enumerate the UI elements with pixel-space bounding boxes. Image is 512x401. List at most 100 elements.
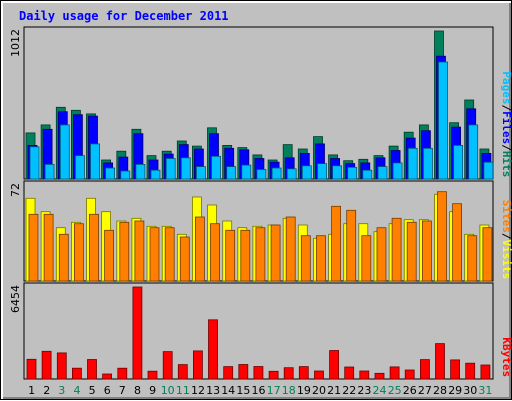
kbytes-bar	[253, 366, 264, 380]
kbytes-bar	[344, 366, 355, 380]
x-tick-label: 31	[478, 384, 492, 397]
sites-bar	[346, 209, 357, 282]
y-max-label: 1012	[9, 29, 22, 57]
pages-bar	[453, 144, 464, 180]
pages-bar	[347, 166, 358, 180]
kbytes-bar	[314, 370, 324, 380]
pages-bar	[271, 167, 282, 180]
legend-entry: Pages	[500, 71, 512, 104]
panel-background	[23, 282, 494, 380]
legend-entry: /	[500, 105, 512, 112]
pages-bar	[75, 155, 85, 180]
x-tick-label: 5	[89, 384, 96, 397]
kbytes-bar	[450, 359, 461, 380]
sites-bar	[179, 236, 190, 282]
x-tick-label: 7	[119, 384, 126, 397]
x-tick-label: 12	[191, 384, 205, 397]
pages-bar	[392, 162, 403, 180]
sites-bar	[104, 229, 114, 282]
sites-bar	[361, 235, 372, 282]
pages-bar	[29, 146, 40, 180]
pages-bar	[90, 143, 100, 180]
pages-bar	[150, 169, 161, 180]
sites-bar	[285, 216, 296, 282]
x-tick-label: 17	[267, 384, 281, 397]
kbytes-bar	[26, 358, 37, 380]
x-tick-label: 24	[373, 384, 387, 397]
kbytes-bar	[102, 373, 112, 380]
x-tick-label: 2	[43, 384, 50, 397]
kbytes-bar	[147, 370, 158, 380]
x-tick-label: 28	[433, 384, 447, 397]
pages-bar	[59, 124, 70, 180]
legend-entry: Files	[500, 111, 512, 144]
x-tick-label: 1	[28, 384, 35, 397]
sites-bar	[119, 221, 130, 282]
kbytes-bar	[404, 369, 415, 380]
x-tick-label: 11	[176, 384, 190, 397]
legend-entry: Visits	[500, 240, 512, 280]
pages-bar	[438, 61, 448, 180]
sites-bar	[225, 229, 236, 282]
pages-bar	[241, 164, 252, 180]
sites-bar	[331, 205, 342, 282]
x-tick-label: 10	[161, 384, 175, 397]
sites-bar	[134, 220, 145, 282]
sites-bar	[421, 220, 432, 282]
x-tick-label: 6	[104, 384, 111, 397]
sites-bar	[43, 213, 54, 282]
kbytes-bar	[298, 366, 309, 380]
x-tick-label: 9	[149, 384, 156, 397]
pages-bar	[377, 166, 388, 180]
x-tick-label: 8	[134, 384, 141, 397]
x-tick-label: 27	[418, 384, 432, 397]
kbytes-bar	[208, 319, 218, 380]
kbytes-bar	[132, 286, 143, 380]
sites-bar	[240, 229, 251, 282]
kbytes-bar	[480, 364, 491, 380]
x-tick-label: 20	[312, 384, 326, 397]
kbytes-bar	[268, 370, 279, 380]
pages-bar	[301, 165, 312, 180]
pages-bar	[226, 166, 237, 180]
x-tick-label: 16	[252, 384, 266, 397]
pages-bar	[407, 147, 418, 180]
legend-entry: Sites	[500, 200, 512, 233]
kbytes-bar	[419, 359, 430, 380]
sites-bar	[210, 223, 220, 282]
sites-bar	[194, 216, 205, 282]
kbytes-bar	[238, 364, 249, 380]
x-tick-label: 19	[297, 384, 311, 397]
kbytes-bar	[56, 352, 67, 380]
pages-bar	[120, 170, 131, 180]
pages-bar	[256, 169, 267, 180]
sites-bar	[58, 233, 69, 282]
sites-bar	[164, 227, 175, 282]
x-tick-label: 18	[282, 384, 296, 397]
kbytes-bar	[465, 362, 476, 380]
sites-bar	[149, 227, 160, 282]
x-tick-label: 14	[221, 384, 235, 397]
kbytes-bar	[87, 359, 97, 380]
x-tick-label: 26	[403, 384, 417, 397]
sites-bar	[316, 235, 326, 282]
x-tick-label: 23	[357, 384, 371, 397]
pages-bar	[317, 163, 327, 180]
pages-bar	[468, 124, 479, 180]
sites-bar	[437, 191, 447, 282]
sites-bar	[255, 227, 266, 282]
sites-bar	[391, 217, 402, 282]
pages-bar	[422, 147, 433, 180]
kbytes-bar	[192, 350, 203, 380]
kbytes-bar	[435, 343, 445, 380]
legend-visits-sites: Sites/Visits	[500, 200, 512, 279]
chart-title: Daily usage for December 2011	[19, 9, 229, 23]
legend-entry: KBytes	[500, 337, 512, 377]
sites-bar	[467, 235, 478, 282]
sites-bar	[376, 227, 387, 282]
kbytes-bar	[223, 366, 234, 380]
legend-entry: /	[500, 233, 512, 240]
sites-bar	[89, 213, 99, 282]
